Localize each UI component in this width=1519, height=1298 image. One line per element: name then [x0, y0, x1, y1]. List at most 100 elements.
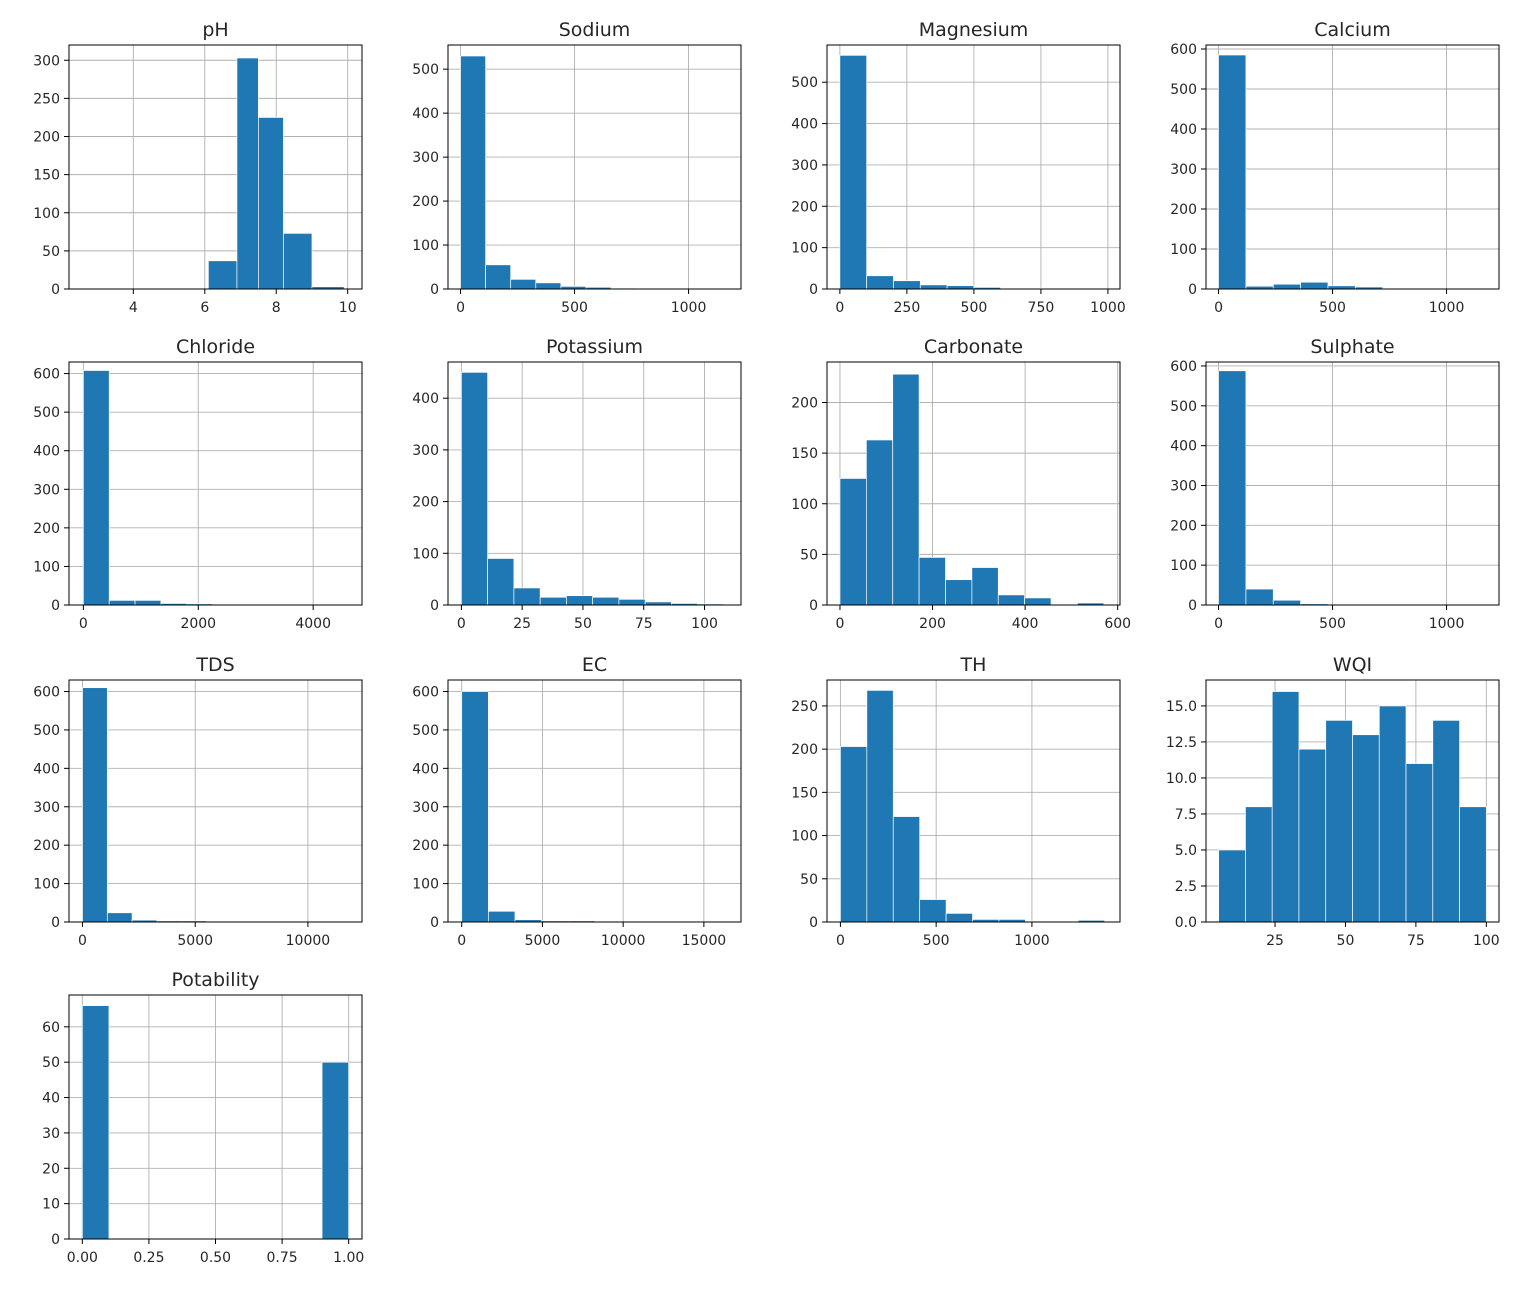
x-tick-label: 500	[923, 933, 950, 949]
y-tick-label: 400	[412, 391, 439, 407]
histogram-bar	[592, 596, 620, 606]
y-tick-label: 100	[791, 497, 818, 513]
histogram-bar	[1298, 748, 1327, 923]
axes-frame	[1205, 679, 1500, 923]
y-tick-label: 200	[1170, 202, 1197, 218]
histogram-bar	[997, 594, 1025, 606]
y-tick-label: 0.0	[1175, 915, 1197, 931]
y-tick-label: 100	[1170, 242, 1197, 258]
x-tick-label: 750	[1028, 300, 1055, 316]
y-tick-label: 60	[42, 1020, 60, 1036]
histogram-bar	[919, 284, 948, 290]
histogram-bar	[488, 910, 516, 923]
histogram-bar	[539, 596, 567, 606]
chart-calcium: 0 500 1000 0 100 200 300 400 500 600 Calcium	[1170, 19, 1500, 316]
y-tick-label: 300	[412, 150, 439, 166]
histogram-bar	[1272, 599, 1301, 606]
histogram-bar	[1218, 54, 1247, 290]
x-tick-label: 0	[835, 616, 844, 632]
y-tick-label: 400	[33, 761, 60, 777]
x-tick-label: 0.50	[200, 1250, 231, 1266]
histogram-bar	[108, 600, 136, 606]
chart-potassium: 0 25 50 75 100 0 100 200 300 400 Potassium	[412, 336, 742, 632]
x-tick-label: 0	[457, 933, 466, 949]
x-tick-label: 1000	[671, 300, 707, 316]
y-tick-label: 500	[791, 75, 818, 91]
x-tick-label: 0.25	[133, 1250, 164, 1266]
y-tick-label: 100	[412, 238, 439, 254]
x-tick-label: 1000	[1429, 300, 1465, 316]
y-tick-label: 200	[791, 742, 818, 758]
y-tick-label: 100	[1170, 558, 1197, 574]
y-tick-label: 400	[1170, 439, 1197, 455]
y-tick-label: 400	[1170, 122, 1197, 138]
y-tick-label: 600	[33, 367, 60, 383]
y-tick-label: 40	[42, 1091, 60, 1107]
axes-frame	[1205, 44, 1500, 290]
y-tick-label: 200	[33, 130, 60, 146]
histogram-bar	[839, 478, 867, 606]
y-tick-label: 50	[42, 1055, 60, 1071]
y-tick-label: 0	[51, 915, 60, 931]
x-tick-label: 5000	[525, 933, 561, 949]
chart-wqi: 25 50 75 100 0.0 2.5 5.0 7.5 10.0 12.5 15.0 WQI	[1166, 654, 1500, 949]
y-tick-label: 0	[430, 915, 439, 931]
y-tick-label: 0	[1188, 598, 1197, 614]
y-tick-label: 7.5	[1175, 807, 1197, 823]
histogram-bar	[1352, 734, 1380, 923]
y-tick-label: 200	[791, 396, 818, 412]
histogram-bar	[485, 264, 512, 290]
y-tick-label: 0	[430, 598, 439, 614]
x-tick-label: 10	[339, 300, 357, 316]
y-tick-label: 0	[430, 282, 439, 298]
x-tick-label: 0	[78, 933, 87, 949]
histogram-bar	[1245, 806, 1273, 923]
x-tick-label: 1000	[1090, 300, 1126, 316]
x-tick-label: 0	[1214, 300, 1223, 316]
histogram-bar	[893, 280, 921, 290]
histogram-bar	[1300, 281, 1329, 290]
y-tick-label: 20	[42, 1161, 60, 1177]
histogram-bar	[971, 567, 999, 606]
histogram-bar	[321, 1061, 350, 1240]
x-tick-label: 8	[272, 300, 281, 316]
chart-title: Calcium	[1314, 19, 1390, 41]
histogram-bar	[866, 690, 894, 923]
chart-title: Sodium	[559, 19, 631, 41]
x-tick-label: 10000	[286, 933, 331, 949]
x-tick-label: 100	[691, 616, 718, 632]
histogram-bar	[487, 558, 515, 606]
x-tick-label: 0.00	[67, 1250, 98, 1266]
histogram-bar	[945, 579, 973, 606]
x-tick-label: 250	[894, 300, 921, 316]
histogram-bar	[535, 282, 562, 290]
histogram-bar	[106, 912, 133, 923]
y-tick-label: 200	[33, 521, 60, 537]
axes-frame	[447, 44, 742, 290]
chart-potability: 0.00 0.25 0.50 0.75 1.00 0 10 20 30 40 50 60 Potabil…	[42, 969, 364, 1266]
histogram-bar	[258, 117, 284, 290]
y-tick-label: 100	[33, 559, 60, 575]
chart-title: pH	[202, 19, 228, 41]
x-tick-label: 50	[1337, 933, 1355, 949]
histogram-bar	[918, 557, 946, 606]
chart-title: Potability	[171, 969, 259, 991]
x-tick-label: 1000	[1014, 933, 1050, 949]
y-tick-label: 0	[809, 282, 818, 298]
y-tick-label: 50	[800, 872, 818, 888]
y-tick-label: 0	[1188, 282, 1197, 298]
y-tick-label: 50	[42, 244, 60, 260]
y-tick-label: 10.0	[1166, 771, 1197, 787]
y-tick-label: 500	[1170, 82, 1197, 98]
y-tick-label: 300	[1170, 478, 1197, 494]
y-tick-label: 200	[1170, 518, 1197, 534]
histogram-bar	[919, 899, 947, 923]
x-tick-label: 500	[561, 300, 588, 316]
histogram-bar	[83, 370, 110, 606]
axes-frame	[447, 679, 742, 923]
x-tick-label: 2000	[180, 616, 216, 632]
x-tick-label: 75	[1407, 933, 1425, 949]
histogram-bar	[1218, 370, 1247, 606]
y-tick-label: 100	[791, 241, 818, 257]
histogram-bar	[460, 55, 486, 290]
